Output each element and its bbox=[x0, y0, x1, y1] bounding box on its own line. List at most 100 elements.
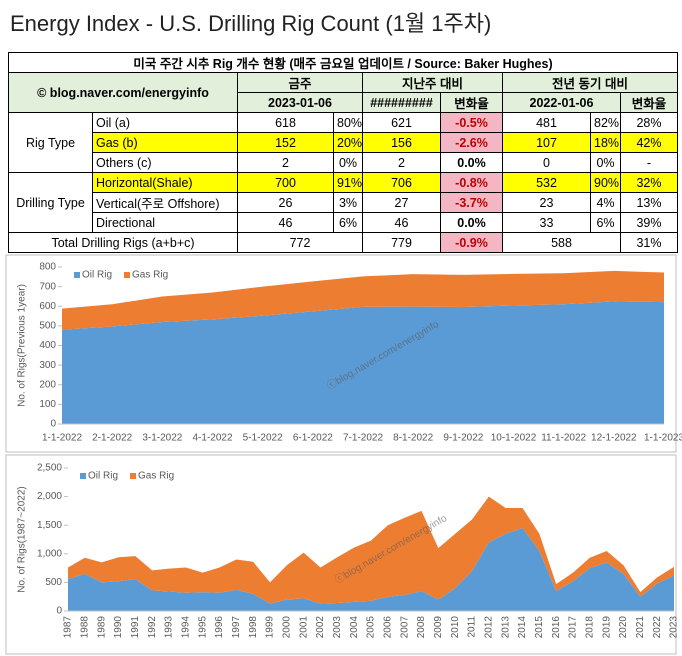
y-tick-label: 2,500 bbox=[37, 463, 62, 474]
chart: 0 100 200 300 400 500 600 700 800 1-1-2022 2-1-202… bbox=[5, 254, 682, 453]
x-tick-label: 2010 bbox=[450, 616, 461, 639]
subheader: 변화율 bbox=[620, 92, 678, 113]
table-cell: 13% bbox=[620, 192, 678, 213]
table-cell: 779 bbox=[362, 232, 441, 253]
header: 금주 bbox=[237, 72, 363, 93]
table-cell: 82% bbox=[590, 112, 621, 133]
x-tick-label: 2014 bbox=[517, 616, 528, 639]
rig-table: 미국 주간 시추 Rig 개수 현황 (매주 금요일 업데이트 / Source… bbox=[8, 52, 678, 253]
y-tick-label: 1,000 bbox=[37, 548, 62, 559]
table-cell: 706 bbox=[362, 172, 441, 193]
x-tick-label: 2004 bbox=[349, 616, 360, 639]
table-cell: 18% bbox=[590, 132, 621, 153]
legend-swatch bbox=[74, 272, 80, 278]
x-tick-label: 6-1-2022 bbox=[293, 433, 333, 444]
x-tick-label: 2009 bbox=[433, 616, 444, 639]
table-cell: 26 bbox=[237, 192, 334, 213]
table-cell: 0.0% bbox=[440, 212, 503, 233]
x-tick-label: 2011 bbox=[467, 616, 478, 638]
table-cell: 3% bbox=[333, 192, 363, 213]
legend-swatch bbox=[130, 473, 137, 479]
table-cell: Directional bbox=[92, 212, 238, 233]
table-cell: 80% bbox=[333, 112, 363, 133]
table-cell: Total Drilling Rigs (a+b+c) bbox=[8, 232, 238, 253]
x-tick-label: 1996 bbox=[214, 616, 225, 639]
y-tick-label: 2,000 bbox=[37, 491, 62, 502]
x-tick-label: 7-1-2022 bbox=[343, 433, 383, 444]
x-tick-label: 2006 bbox=[382, 616, 393, 639]
y-tick-label: 400 bbox=[39, 340, 56, 351]
x-tick-label: 1990 bbox=[113, 616, 124, 639]
x-tick-label: 2001 bbox=[298, 616, 309, 639]
x-tick-label: 2-1-2022 bbox=[92, 433, 132, 444]
table-cell: Oil (a) bbox=[92, 112, 238, 133]
x-tick-label: 2013 bbox=[500, 616, 511, 639]
y-tick-label: 500 bbox=[39, 321, 56, 332]
x-tick-label: 8-1-2022 bbox=[393, 433, 433, 444]
x-tick-label: 2003 bbox=[332, 616, 343, 639]
x-tick-label: 1998 bbox=[248, 616, 259, 639]
subheader: ######### bbox=[362, 92, 441, 113]
table-cell: 23 bbox=[502, 192, 591, 213]
table-cell: 152 bbox=[237, 132, 334, 153]
table-cell: 0.0% bbox=[440, 152, 503, 173]
table-cell: Rig Type bbox=[8, 112, 93, 173]
y-tick-label: 500 bbox=[45, 577, 62, 588]
x-tick-label: 2008 bbox=[416, 616, 427, 639]
x-tick-label: 2015 bbox=[534, 616, 545, 639]
table-cell: 107 bbox=[502, 132, 591, 153]
x-tick-label: 10-1-2022 bbox=[491, 433, 537, 444]
page-title: Energy Index - U.S. Drilling Rig Count (… bbox=[10, 11, 492, 36]
legend-label: Gas Rig bbox=[138, 471, 174, 482]
subheader: 변화율 bbox=[440, 92, 503, 113]
y-axis-label: No. of Rigs(1987~2022) bbox=[17, 486, 28, 592]
x-tick-label: 1987 bbox=[63, 616, 74, 639]
table-cell: 481 bbox=[502, 112, 591, 133]
table-cell: 20% bbox=[333, 132, 363, 153]
x-tick-label: 1988 bbox=[79, 616, 90, 639]
x-tick-label: 2002 bbox=[315, 616, 326, 639]
table-cell: 46 bbox=[237, 212, 334, 233]
table-cell: Others (c) bbox=[92, 152, 238, 173]
x-tick-label: 12-1-2022 bbox=[591, 433, 637, 444]
legend-swatch bbox=[124, 272, 131, 278]
table-cell: 33 bbox=[502, 212, 591, 233]
x-tick-label: 11-1-2022 bbox=[541, 433, 586, 444]
x-tick-label: 2019 bbox=[601, 616, 612, 639]
x-tick-label: 1992 bbox=[147, 616, 158, 639]
x-tick-label: 1994 bbox=[180, 616, 191, 639]
x-tick-label: 2018 bbox=[584, 616, 595, 639]
y-tick-label: 700 bbox=[39, 281, 56, 292]
chart-border bbox=[5, 254, 677, 453]
x-tick-label: 1991 bbox=[130, 616, 141, 639]
x-tick-label: 2020 bbox=[618, 616, 629, 639]
table-cell: 4% bbox=[590, 192, 621, 213]
table-cell: Horizontal(Shale) bbox=[92, 172, 238, 193]
x-tick-label: 2016 bbox=[551, 616, 562, 639]
chart-border bbox=[5, 454, 677, 655]
y-axis-label: No. of Rigs(Previous 1year) bbox=[17, 284, 28, 407]
source: © blog.naver.com/energyinfo bbox=[8, 72, 238, 113]
x-tick-label: 2022 bbox=[652, 616, 663, 639]
table-cell: 0% bbox=[590, 152, 621, 173]
table-cell: 0 bbox=[502, 152, 591, 173]
table-cell: 6% bbox=[590, 212, 621, 233]
x-tick-label: 2023 bbox=[669, 616, 680, 639]
x-tick-label: 2021 bbox=[635, 616, 646, 639]
y-tick-label: 200 bbox=[39, 379, 56, 390]
x-tick-label: 2005 bbox=[366, 616, 377, 639]
chart: 0 500 1,000 1,500 2,000 2,500 1987 1988 1989 1990… bbox=[5, 454, 680, 655]
table-cell: 2 bbox=[362, 152, 441, 173]
y-tick-label: 300 bbox=[39, 360, 56, 371]
y-tick-label: 600 bbox=[39, 301, 56, 312]
x-tick-label: 2012 bbox=[483, 616, 494, 639]
table-cell: 90% bbox=[590, 172, 621, 193]
area bbox=[62, 301, 664, 424]
table-cell: 700 bbox=[237, 172, 334, 193]
x-tick-label: 1-1-2022 bbox=[42, 433, 82, 444]
header: 전년 동기 대비 bbox=[502, 72, 678, 93]
table-cell: 39% bbox=[620, 212, 678, 233]
table-cell: 28% bbox=[620, 112, 678, 133]
area bbox=[68, 496, 674, 604]
x-tick-label: 1999 bbox=[265, 616, 276, 639]
